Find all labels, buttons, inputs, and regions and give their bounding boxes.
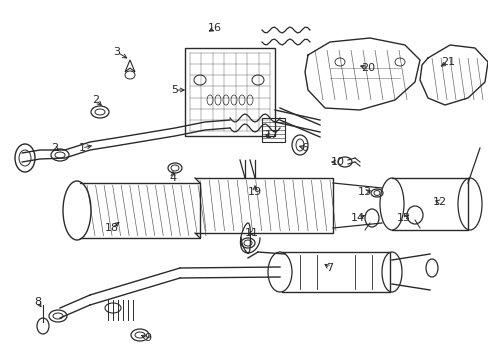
Text: 18: 18	[105, 223, 119, 233]
Text: 21: 21	[440, 57, 454, 67]
Text: 8: 8	[34, 297, 41, 307]
Text: 16: 16	[207, 23, 222, 33]
Text: 12: 12	[432, 197, 446, 207]
Text: 19: 19	[247, 187, 262, 197]
Text: 5: 5	[171, 85, 178, 95]
Text: 9: 9	[144, 333, 151, 343]
Text: 13: 13	[357, 187, 371, 197]
Text: 2: 2	[51, 143, 59, 153]
Text: 6: 6	[301, 143, 308, 153]
Text: 2: 2	[92, 95, 100, 105]
Text: 10: 10	[330, 157, 345, 167]
Bar	[184, 48, 274, 136]
Text: 14: 14	[350, 213, 365, 223]
Text: 4: 4	[169, 173, 176, 183]
Text: 15: 15	[396, 213, 410, 223]
Text: 1: 1	[79, 143, 85, 153]
Text: 20: 20	[360, 63, 374, 73]
Polygon shape	[125, 60, 135, 72]
Text: 11: 11	[244, 228, 259, 238]
Text: 17: 17	[264, 130, 279, 140]
Text: 3: 3	[113, 47, 120, 57]
Bar	[262, 118, 285, 142]
Text: 7: 7	[326, 263, 333, 273]
